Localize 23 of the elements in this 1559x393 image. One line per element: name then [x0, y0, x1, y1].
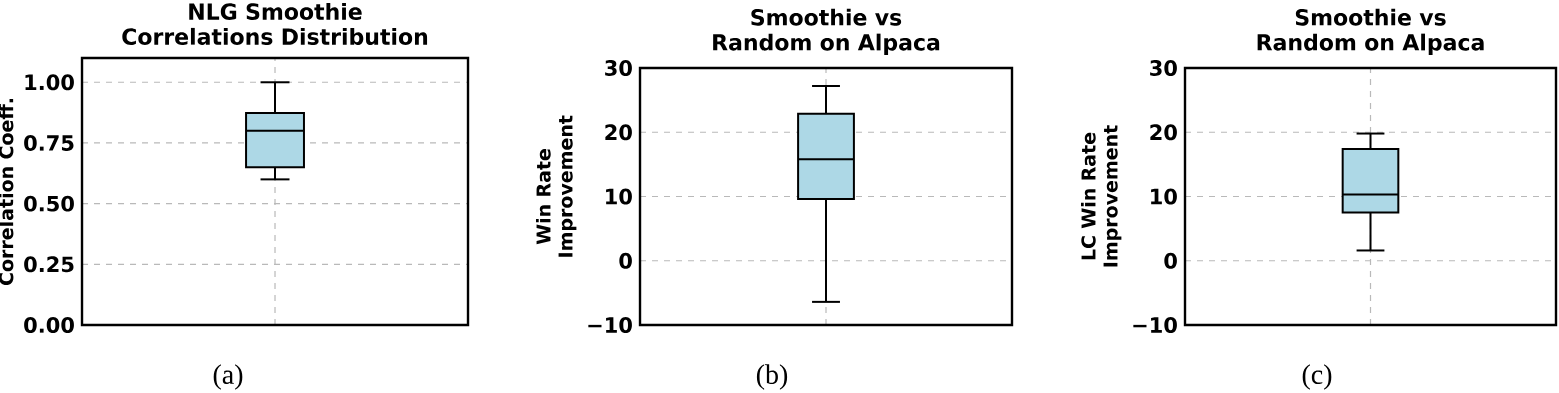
y-tick-label: 30 — [605, 60, 632, 76]
text: (b) — [756, 364, 788, 390]
y-tick-label: −10 — [1133, 317, 1177, 333]
y-tick-label: 20 — [605, 124, 632, 141]
y-tick-label: −10 — [588, 317, 632, 333]
text: (c) — [1302, 364, 1332, 390]
y-tick-label: 30 — [1150, 60, 1177, 76]
y-tick-label: 0.00 — [24, 317, 74, 333]
y-tick-label: 0.50 — [24, 195, 74, 212]
y-tick-label: 20 — [1150, 124, 1177, 141]
y-tick-label: 0.25 — [24, 256, 74, 273]
y-tick-label: 10 — [1151, 188, 1177, 205]
y-tick-label: 0 — [1164, 252, 1177, 269]
chart-title: Smoothie vs Random on Alpaca — [1257, 8, 1484, 55]
y-tick-label: 0 — [619, 252, 632, 269]
y-tick-label: 0.75 — [24, 135, 74, 151]
y-axis-title: Win Rate Improvement — [536, 115, 577, 257]
text: (a) — [213, 364, 243, 390]
chart-title: Smoothie vs Random on Alpaca — [713, 8, 940, 55]
y-tick-label: 10 — [606, 188, 632, 205]
y-tick-label: 1.00 — [25, 74, 74, 91]
y-axis-title: LC Win Rate Improvement — [1081, 125, 1122, 267]
chart-title: NLG Smoothie Correlations Distribution — [122, 2, 428, 45]
